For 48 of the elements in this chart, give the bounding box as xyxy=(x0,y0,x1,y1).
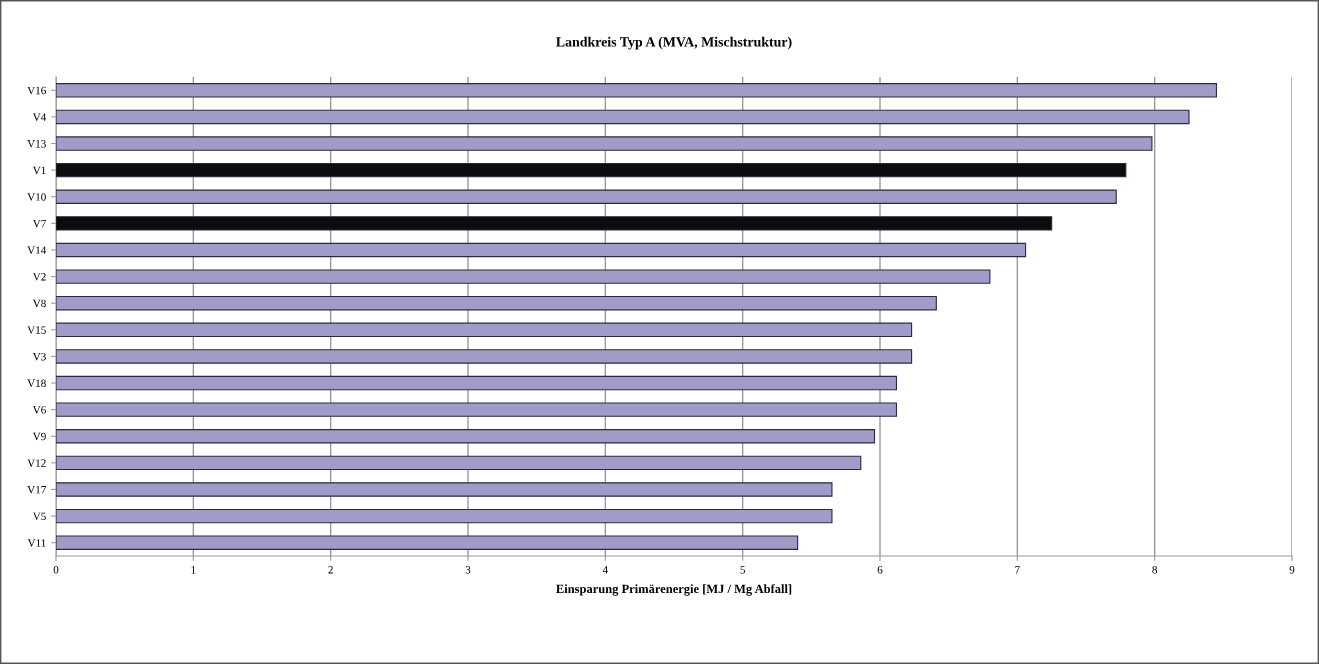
y-tick-label: V10 xyxy=(27,193,46,201)
y-tick-label: V4 xyxy=(32,113,47,121)
x-tick-label: 4 xyxy=(602,566,608,574)
x-tick-label: 0 xyxy=(53,566,59,574)
x-tick-label: 2 xyxy=(328,566,333,574)
bar xyxy=(56,189,1117,204)
bar xyxy=(56,162,1127,178)
bar xyxy=(56,216,1053,231)
bar xyxy=(56,109,1190,125)
bar xyxy=(56,402,898,417)
bar xyxy=(56,295,937,311)
y-tick-label: V15 xyxy=(27,326,46,334)
bar xyxy=(56,508,833,524)
bar xyxy=(56,136,1153,151)
y-tick-label: V13 xyxy=(27,140,46,148)
y-tick-label: V1 xyxy=(32,166,46,175)
x-tick-label: 6 xyxy=(877,566,883,574)
y-tick-label: V18 xyxy=(27,379,46,388)
x-tick-label: 7 xyxy=(1015,566,1020,574)
y-tick-label: V9 xyxy=(32,432,46,441)
bar xyxy=(56,375,898,391)
y-tick-label: V8 xyxy=(32,299,46,308)
bar xyxy=(56,482,833,497)
x-axis-title: Einsparung Primärenergie [MJ / Mg Abfall] xyxy=(556,584,792,596)
bar xyxy=(56,83,1218,98)
bar xyxy=(56,322,913,338)
bar xyxy=(56,455,862,471)
x-tick-label: 8 xyxy=(1152,566,1158,574)
bar xyxy=(56,535,799,550)
bar xyxy=(56,349,913,364)
bar xyxy=(56,269,991,284)
bar xyxy=(56,242,1027,258)
chart-title: Landkreis Typ A (MVA, Mischstruktur) xyxy=(556,36,792,50)
y-tick-label: V11 xyxy=(27,539,46,547)
y-tick-label: V5 xyxy=(32,512,46,521)
x-tick-label: 1 xyxy=(191,566,196,574)
y-tick-label: V2 xyxy=(32,273,46,281)
y-tick-label: V14 xyxy=(27,246,47,254)
y-tick-label: V3 xyxy=(32,352,46,361)
x-tick-label: 9 xyxy=(1289,566,1295,574)
y-tick-label: V16 xyxy=(27,86,46,95)
bar xyxy=(56,429,876,444)
x-tick-label: 5 xyxy=(740,566,746,574)
y-tick-label: V12 xyxy=(27,459,46,467)
y-tick-label: V6 xyxy=(32,406,46,414)
x-tick-label: 3 xyxy=(465,566,471,574)
y-tick-label: V17 xyxy=(27,485,46,494)
y-tick-label: V7 xyxy=(32,219,46,228)
